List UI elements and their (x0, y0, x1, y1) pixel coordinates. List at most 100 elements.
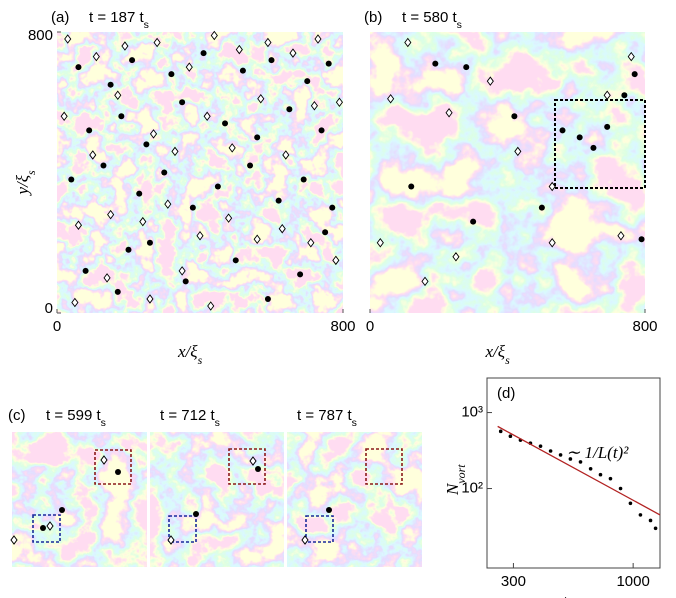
phase-map (150, 432, 284, 567)
vortex (190, 205, 196, 211)
data-point (499, 430, 503, 434)
data-point (509, 434, 513, 438)
frame-title-part: t = 599 t (46, 407, 101, 424)
x-tick-label: 300 (501, 573, 526, 590)
phase-map (370, 32, 645, 313)
panel-label: (c) (8, 407, 26, 424)
vortex (560, 127, 566, 133)
vortex (115, 289, 121, 295)
vortex (168, 71, 174, 77)
phase-map (12, 432, 147, 567)
y-tick-label: 10³ (461, 404, 483, 421)
vortex (408, 184, 414, 190)
frame-title: t = 712 ts (160, 407, 220, 429)
vortex (143, 141, 149, 147)
y-axis-label-part: vort (454, 464, 468, 484)
vortex (304, 78, 310, 84)
page: (a)t = 187 ts08000800x/ξsy/ξs(b)t = 580 … (0, 0, 676, 598)
panel-label-part: (a) (51, 9, 69, 26)
power-law-line (498, 426, 660, 515)
x-axis-label-part: s (198, 353, 203, 367)
panel-title-part: s (144, 19, 149, 31)
frame-title: t = 787 ts (297, 407, 357, 429)
data-point (609, 477, 613, 481)
vortex (118, 113, 124, 119)
vortex (68, 177, 74, 183)
panel-label: (d) (497, 385, 515, 402)
vortex (269, 57, 275, 63)
vortex (463, 64, 469, 70)
data-point (639, 513, 643, 517)
vortex (83, 268, 89, 274)
vortex (247, 162, 253, 168)
data-point (549, 449, 553, 453)
y-axis-label-part: s (24, 170, 38, 175)
panel-title-part: t = 187 t (89, 9, 144, 26)
vortex (86, 127, 92, 133)
vortex (40, 525, 46, 531)
y-axis-label: y/ξs (13, 170, 38, 197)
panel-label-part: (b) (364, 9, 382, 26)
vortex (265, 296, 271, 302)
vortex (590, 145, 596, 151)
x-axis-label-part: s (505, 353, 510, 367)
vortex (222, 120, 228, 126)
vortex (301, 177, 307, 183)
data-point (619, 487, 623, 491)
vortex (621, 92, 627, 98)
vortex (604, 124, 610, 130)
vortex (136, 191, 142, 197)
vortex (255, 466, 261, 472)
plot-frame (487, 378, 660, 568)
panel-label: (a) (51, 9, 69, 26)
vortex (254, 134, 260, 140)
vortex (276, 198, 282, 204)
frame-title-part: s (101, 417, 106, 429)
vortex (632, 71, 638, 77)
vortex (75, 64, 81, 70)
panel-title: t = 580 ts (402, 9, 462, 31)
vortex (577, 134, 583, 140)
vortex (297, 271, 303, 277)
vortex (319, 127, 325, 133)
vortex (183, 278, 189, 284)
phase-map (287, 432, 422, 567)
vortex (286, 106, 292, 112)
vortex (639, 236, 645, 242)
vortex (126, 247, 132, 253)
data-point (539, 444, 543, 448)
x-axis-label-part: x/ξ (485, 342, 506, 361)
vortex (193, 511, 199, 517)
vortex (215, 184, 221, 190)
vortex (129, 57, 135, 63)
vortex (322, 229, 328, 235)
x-tick-label: 0 (366, 318, 374, 335)
vortex (329, 205, 335, 211)
vortex (100, 162, 106, 168)
frame-title-part: t = 787 t (297, 407, 352, 424)
vortex (161, 170, 167, 176)
annotation: ∼ 1/L(t)² (566, 443, 629, 462)
vortex (115, 469, 121, 475)
x-tick-label: 800 (330, 318, 355, 335)
data-point (649, 519, 653, 523)
x-axis-label: t/ts (556, 593, 575, 598)
y-tick-label: 800 (28, 27, 53, 44)
frame-title-part: s (215, 417, 220, 429)
vortex (179, 99, 185, 105)
data-point (629, 501, 633, 505)
vortex (108, 82, 114, 88)
panel-title: t = 187 ts (89, 9, 149, 31)
data-point (589, 467, 593, 471)
x-tick-label: 800 (632, 318, 657, 335)
data-point (654, 526, 658, 530)
panel-c (11, 432, 422, 567)
panel-label: (b) (364, 9, 382, 26)
x-axis-label: x/ξs (485, 342, 511, 367)
x-tick-label: 0 (53, 318, 61, 335)
data-point (599, 473, 603, 477)
vortex (539, 205, 545, 211)
frame-title-part: t = 712 t (160, 407, 215, 424)
phase-map (57, 32, 343, 313)
panel-title-part: s (457, 19, 462, 31)
